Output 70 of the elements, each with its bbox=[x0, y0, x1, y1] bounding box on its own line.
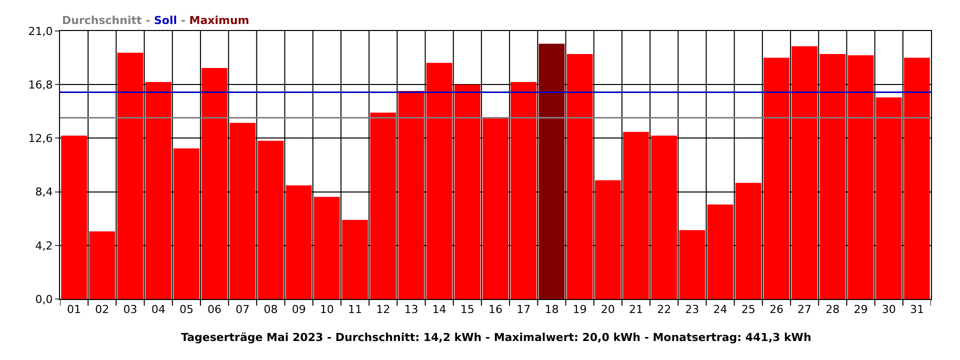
bar bbox=[145, 82, 172, 299]
x-tick-label: 12 bbox=[376, 303, 390, 316]
bar bbox=[651, 136, 678, 299]
bar bbox=[820, 54, 846, 299]
x-tick-label: 02 bbox=[95, 303, 110, 316]
bar bbox=[538, 44, 565, 299]
y-tick-label: 16,8 bbox=[28, 78, 53, 92]
bar bbox=[398, 90, 424, 299]
x-tick-label: 15 bbox=[460, 303, 474, 316]
bar bbox=[230, 122, 256, 299]
bar bbox=[707, 204, 734, 299]
x-tick-label: 30 bbox=[882, 303, 896, 316]
x-tick-label: 09 bbox=[292, 303, 306, 316]
bar bbox=[61, 136, 87, 299]
x-tick-label: 04 bbox=[151, 303, 166, 316]
bar bbox=[314, 196, 340, 299]
x-tick-label: 31 bbox=[910, 303, 924, 316]
bar bbox=[792, 46, 818, 299]
x-tick-label: 26 bbox=[769, 303, 784, 316]
bar bbox=[426, 62, 452, 299]
bar bbox=[764, 58, 790, 299]
x-tick-label: 03 bbox=[123, 303, 138, 316]
x-tick-label: 16 bbox=[488, 303, 502, 316]
bar bbox=[876, 97, 902, 299]
x-tick-label: 11 bbox=[348, 303, 362, 316]
x-tick-label: 01 bbox=[67, 303, 82, 316]
bar bbox=[174, 148, 200, 299]
x-tick-label: 22 bbox=[657, 303, 672, 316]
x-tick-label: 28 bbox=[826, 303, 840, 316]
y-tick-label: 8,4 bbox=[35, 186, 53, 199]
text: Tageserträge Mai 2023 - Durchschnitt: 14,2 kWh - Maximalwert: 20,0 kWh - Monatsertrag: 441,3 kWh bbox=[181, 331, 812, 344]
x-tick-label: 24 bbox=[713, 303, 728, 316]
bar bbox=[286, 185, 312, 299]
bar bbox=[594, 180, 621, 299]
x-tick-label: 27 bbox=[798, 303, 812, 316]
bar bbox=[202, 68, 228, 299]
bar bbox=[679, 230, 706, 299]
bar bbox=[117, 52, 144, 299]
x-tick-label: 13 bbox=[404, 303, 418, 316]
bar bbox=[735, 182, 762, 299]
bar bbox=[623, 132, 649, 299]
bar bbox=[258, 140, 284, 299]
bar bbox=[454, 84, 480, 299]
x-tick-label: 21 bbox=[628, 303, 643, 316]
x-tick-label: 14 bbox=[432, 303, 446, 316]
y-tick-label: 12,6 bbox=[28, 132, 53, 146]
x-tick-label: 17 bbox=[516, 303, 531, 316]
x-tick-label: 05 bbox=[179, 303, 194, 316]
bar bbox=[510, 82, 537, 299]
x-tick-label: 20 bbox=[600, 303, 615, 316]
x-tick-label: 08 bbox=[264, 303, 278, 316]
bar bbox=[370, 112, 396, 299]
bar bbox=[342, 220, 368, 299]
bar bbox=[89, 231, 116, 299]
bar bbox=[482, 118, 508, 299]
y-tick-label: 0,0 bbox=[35, 292, 53, 306]
x-tick-label: 29 bbox=[854, 303, 868, 316]
x-tick-label: 07 bbox=[236, 303, 250, 316]
x-tick-label: 18 bbox=[544, 303, 559, 316]
x-tick-label: 06 bbox=[208, 303, 222, 316]
x-tick-label: 23 bbox=[685, 303, 700, 316]
bar bbox=[566, 54, 593, 299]
y-tick-label: 21,0 bbox=[28, 24, 53, 38]
bar bbox=[904, 58, 930, 299]
bar bbox=[848, 55, 874, 299]
x-tick-label: 19 bbox=[572, 303, 587, 316]
y-tick-label: 4,2 bbox=[35, 239, 53, 252]
x-tick-label: 10 bbox=[320, 303, 334, 316]
text: Durchschnitt - Soll - Maximum bbox=[62, 14, 250, 27]
x-tick-label: 25 bbox=[741, 303, 756, 316]
